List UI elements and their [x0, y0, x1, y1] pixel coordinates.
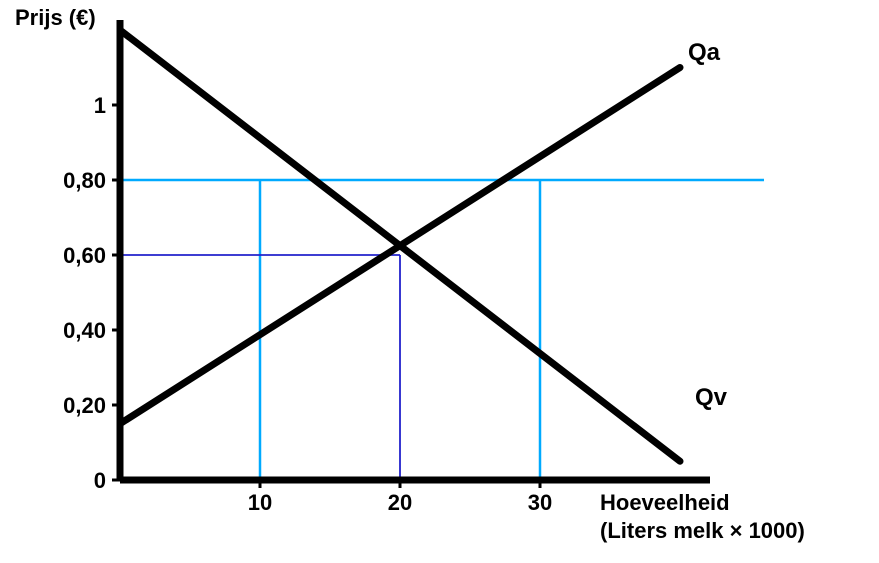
supply-demand-chart: Qa Qv 0 0,20 0,40 0,60 0,80 1 10 20 30 Prijs (€) Hoe…: [0, 0, 879, 563]
x-tick-label: 10: [248, 490, 272, 515]
series-label-Qv: Qv: [695, 384, 728, 411]
y-tick-label: 0,20: [63, 393, 106, 418]
series-label-Qa: Qa: [688, 39, 721, 66]
y-tick-label: 0: [94, 468, 106, 493]
x-axis-label-line1: Hoeveelheid: [600, 490, 730, 515]
x-tick-label: 30: [528, 490, 552, 515]
y-tick-label: 0,80: [63, 168, 106, 193]
x-tick-label: 20: [388, 490, 412, 515]
chart-svg: Qa Qv 0 0,20 0,40 0,60 0,80 1 10 20 30 Prijs (€) Hoe…: [0, 0, 879, 563]
y-tick-label: 1: [94, 93, 106, 118]
x-axis-label-line2: (Liters melk × 1000): [600, 518, 805, 543]
y-axis-label: Prijs (€): [15, 5, 96, 30]
y-tick-label: 0,40: [63, 318, 106, 343]
y-tick-label: 0,60: [63, 243, 106, 268]
